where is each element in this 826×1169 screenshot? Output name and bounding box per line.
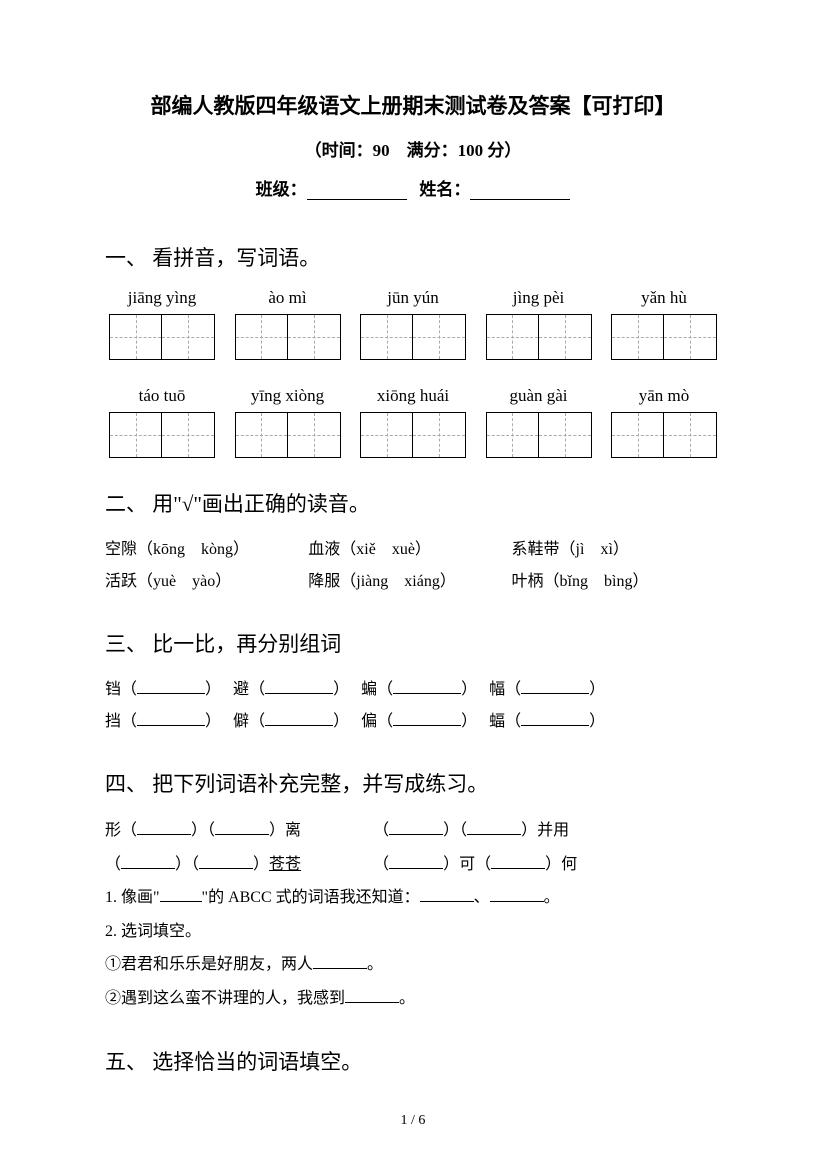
fill-blank[interactable] [265, 710, 333, 726]
q1-row1-boxes [105, 314, 721, 360]
fill-blank[interactable] [199, 853, 253, 869]
fill-blank[interactable] [389, 853, 443, 869]
q1-heading: 一、 看拼音，写词语。 [105, 242, 721, 272]
q3-row1: 铛（） 避（） 蝙（） 幅（） [105, 674, 721, 706]
pinyin-label: yīng xiòng [235, 386, 341, 406]
fill-blank[interactable] [160, 886, 202, 902]
q2-item: 降服（jiàng xiáng） [308, 566, 511, 598]
char-box[interactable] [235, 412, 341, 458]
char-box[interactable] [109, 314, 215, 360]
q3-heading: 三、 比一比，再分别组词 [105, 628, 721, 658]
char-box[interactable] [360, 314, 466, 360]
name-label: 姓名： [419, 180, 470, 199]
pinyin-label: yǎn hù [611, 288, 717, 308]
q2-item: 活跃（yuè yào） [105, 566, 308, 598]
q2-item: 空隙（kōng kòng） [105, 534, 308, 566]
pinyin-label: jìng pèi [486, 288, 592, 308]
q3-row2: 挡（） 僻（） 偏（） 蝠（） [105, 706, 721, 738]
pinyin-label: ào mì [235, 288, 341, 308]
char-box[interactable] [611, 314, 717, 360]
q4-sub2: 2. 选词填空。 [105, 915, 721, 949]
class-blank[interactable] [307, 182, 407, 200]
char-box[interactable] [360, 412, 466, 458]
fill-blank[interactable] [265, 678, 333, 694]
pinyin-label: xiōng huái [360, 386, 466, 406]
q5-heading: 五、 选择恰当的词语填空。 [105, 1046, 721, 1076]
q4-sub2-1: ①君君和乐乐是好朋友，两人。 [105, 948, 721, 982]
q2-item: 血液（xiě xuè） [308, 534, 511, 566]
pinyin-label: guàn gài [486, 386, 592, 406]
q2-item: 叶柄（bǐng bìng） [512, 566, 715, 598]
char-box[interactable] [611, 412, 717, 458]
q1-row1-pinyin: jiāng yìng ào mì jūn yún jìng pèi yǎn hù [105, 288, 721, 308]
fill-blank[interactable] [521, 678, 589, 694]
q2-row1: 空隙（kōng kòng） 血液（xiě xuè） 系鞋带（jì xì） [105, 534, 721, 566]
q4-line2: （）（）苍苍 （）可（）何 [105, 848, 721, 882]
class-label: 班级： [256, 180, 307, 199]
q1-row2-pinyin: táo tuō yīng xiòng xiōng huái guàn gài y… [105, 386, 721, 406]
q2-heading: 二、 用"√"画出正确的读音。 [105, 488, 721, 518]
page-number: 1 / 6 [0, 1113, 826, 1129]
fill-blank[interactable] [215, 819, 269, 835]
q4-sub2-2: ②遇到这么蛮不讲理的人，我感到。 [105, 982, 721, 1016]
document-subtitle: （时间：90 满分：100 分） [105, 136, 721, 161]
fill-blank[interactable] [345, 987, 399, 1003]
document-title: 部编人教版四年级语文上册期末测试卷及答案【可打印】 [105, 90, 721, 120]
fill-blank[interactable] [491, 853, 545, 869]
char-box[interactable] [486, 314, 592, 360]
pinyin-label: táo tuō [109, 386, 215, 406]
fill-blank[interactable] [393, 678, 461, 694]
pinyin-label: jūn yún [360, 288, 466, 308]
char-box[interactable] [109, 412, 215, 458]
fill-blank[interactable] [467, 819, 521, 835]
q2-item: 系鞋带（jì xì） [512, 534, 715, 566]
student-info-line: 班级： 姓名： [105, 175, 721, 200]
fill-blank[interactable] [313, 953, 367, 969]
pinyin-label: yān mò [611, 386, 717, 406]
q2-row2: 活跃（yuè yào） 降服（jiàng xiáng） 叶柄（bǐng bìng… [105, 566, 721, 598]
char-box[interactable] [486, 412, 592, 458]
fill-blank[interactable] [137, 678, 205, 694]
q4-heading: 四、 把下列词语补充完整，并写成练习。 [105, 768, 721, 798]
q1-row2-boxes [105, 412, 721, 458]
fill-blank[interactable] [121, 853, 175, 869]
name-blank[interactable] [470, 182, 570, 200]
fill-blank[interactable] [137, 710, 205, 726]
fill-blank[interactable] [137, 819, 191, 835]
q4-line1: 形（）（）离 （）（）并用 [105, 814, 721, 848]
fill-blank[interactable] [389, 819, 443, 835]
fill-blank[interactable] [521, 710, 589, 726]
char-box[interactable] [235, 314, 341, 360]
fill-blank[interactable] [490, 886, 544, 902]
fill-blank[interactable] [393, 710, 461, 726]
pinyin-label: jiāng yìng [109, 288, 215, 308]
q4-sub1: 1. 像画""的 ABCC 式的词语我还知道：、。 [105, 881, 721, 915]
fill-blank[interactable] [420, 886, 474, 902]
